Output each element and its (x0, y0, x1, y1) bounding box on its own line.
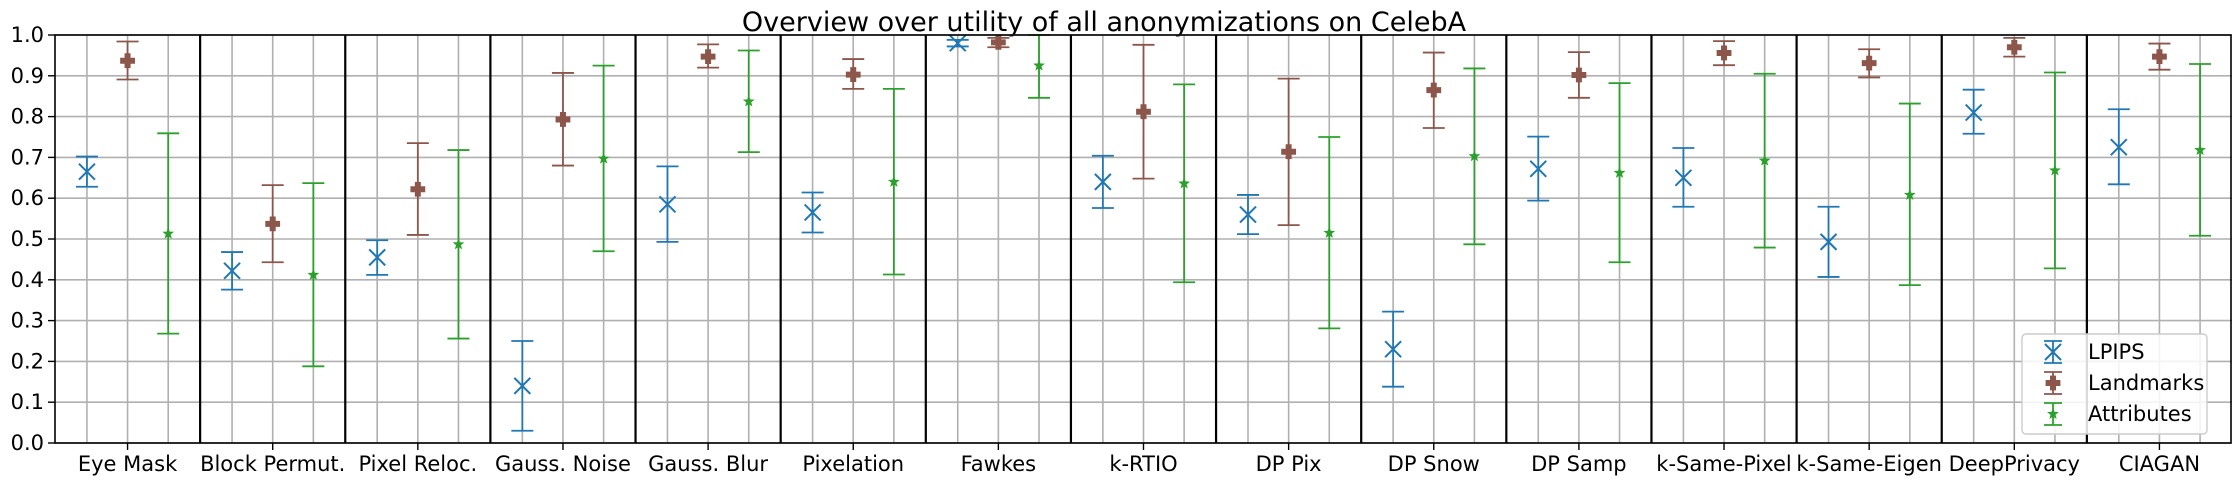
x-tick-label: DP Samp (1531, 452, 1627, 476)
x-tick-label: Pixel Reloc. (358, 452, 477, 476)
data-point (1861, 55, 1877, 71)
data-point (307, 268, 320, 280)
data-point (1529, 160, 1547, 178)
data-point (223, 262, 241, 280)
x-tick-label: Pixelation (802, 452, 904, 476)
x-tick-label: Fawkes (961, 452, 1036, 476)
data-point (555, 112, 571, 127)
legend-marker (2045, 375, 2061, 391)
data-point (1903, 188, 1916, 200)
y-tick-label: 0.9 (11, 64, 44, 88)
data-point (1758, 154, 1771, 166)
data-point (2194, 143, 2206, 156)
data-point (368, 248, 386, 267)
data-point (845, 67, 861, 82)
x-tick-label: Gauss. Noise (495, 452, 631, 476)
y-tick-label: 0.1 (11, 390, 44, 414)
data-point (1033, 59, 1045, 71)
y-tick-label: 0.4 (11, 268, 44, 292)
y-tick-label: 0.0 (11, 431, 44, 455)
data-point (1323, 226, 1336, 238)
x-tick-label: Block Permut. (200, 452, 345, 476)
data-point (700, 49, 716, 65)
x-tick-label: DP Pix (1256, 452, 1322, 476)
data-point (1468, 149, 1481, 162)
y-tick-label: 0.3 (11, 309, 44, 333)
y-tick-label: 0.2 (11, 349, 44, 373)
legend-label: Landmarks (2088, 371, 2204, 395)
data-point (1571, 67, 1587, 83)
data-point (990, 34, 1006, 50)
data-point (803, 203, 822, 222)
series-landmarks (116, 34, 2171, 264)
legend-marker (2047, 407, 2059, 420)
data-point (265, 216, 281, 232)
axis-layer: 0.0 0.1 0.2 0.3 0.4 0.5 0.6 0.7 0.8 0.9 1.0 Eye Mas… (11, 23, 2232, 476)
data-point (1716, 45, 1732, 61)
data-point (597, 152, 610, 164)
y-tick-label: 0.5 (11, 227, 44, 251)
data-point (887, 175, 900, 187)
data-point (1819, 233, 1838, 251)
data-point (1613, 166, 1626, 178)
data-point (949, 34, 967, 52)
legend-label: LPIPS (2088, 340, 2145, 364)
data-point (1964, 103, 1983, 122)
series-layer (75, 34, 2212, 432)
data-point (452, 238, 465, 250)
data-point (1281, 144, 1297, 160)
series-lpips (75, 34, 2130, 432)
data-point (1178, 177, 1191, 189)
x-tick-label: k-Same-Eigen (1796, 452, 1942, 476)
x-tick-label: DP Snow (1388, 452, 1480, 476)
data-point (1674, 169, 1693, 187)
legend: LPIPS Landmarks Attributes (2021, 333, 2208, 435)
data-point (2152, 49, 2167, 65)
data-point (120, 53, 135, 69)
data-point (1426, 82, 1442, 98)
x-tick-label: Eye Mask (78, 452, 178, 476)
data-point (1136, 104, 1151, 120)
x-tick-label: Gauss. Blur (648, 452, 768, 476)
x-tick-label: CIAGAN (2119, 452, 2200, 476)
y-tick-label: 0.8 (11, 105, 44, 129)
data-point (1094, 173, 1112, 191)
series-attributes (157, 34, 2212, 368)
y-tick-label: 1.0 (11, 23, 44, 47)
x-tick-label: k-RTIO (1109, 452, 1177, 476)
data-point (742, 95, 755, 107)
y-tick-label: 0.7 (11, 145, 44, 169)
data-point (2110, 138, 2128, 156)
data-point (2049, 164, 2061, 176)
plot-frame (54, 34, 2232, 444)
legend-box (2021, 333, 2208, 435)
legend-marker (2044, 343, 2062, 361)
x-tick-label: DeepPrivacy (1949, 452, 2080, 476)
data-point (1384, 340, 1402, 358)
data-point (513, 377, 532, 395)
data-point (2006, 39, 2022, 55)
data-point (162, 227, 175, 239)
chart-title: Overview over utility of all anonymizati… (742, 7, 1467, 38)
y-tick-label: 0.6 (11, 186, 44, 210)
data-point (1239, 205, 1257, 224)
data-point (78, 162, 96, 181)
data-point (658, 195, 677, 214)
x-tick-label: k-Same-Pixel (1656, 452, 1791, 476)
legend-label: Attributes (2088, 402, 2192, 426)
data-point (410, 181, 426, 197)
